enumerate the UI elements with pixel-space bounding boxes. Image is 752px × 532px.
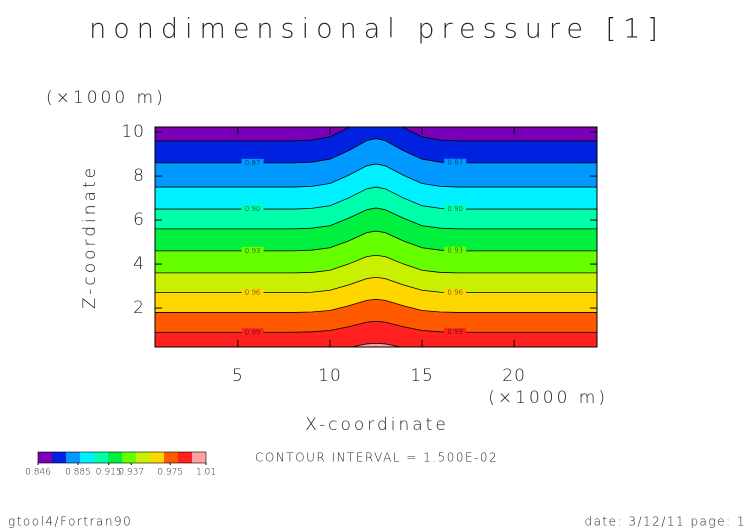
colorbar-tick-label: 0.846: [25, 468, 51, 478]
colorbar-tick-label: 0.915: [96, 468, 122, 478]
contour-label: 0.87: [245, 159, 261, 167]
contour-label-bg: [444, 246, 467, 255]
contour-line: [155, 276, 597, 294]
plot-area: 0.99 0.99 0.96 0.96 0.93 0.93 0.90 0.90 0.87 0.87: [155, 127, 597, 347]
contour-line: [349, 342, 403, 347]
y-tick-label: 2: [133, 298, 145, 318]
colorbar-swatch: [150, 452, 164, 463]
y-tick-label: 6: [133, 210, 145, 230]
contour-label-bg: [241, 328, 264, 337]
x-tick-label: 5: [232, 366, 244, 386]
colorbar-swatch: [94, 452, 108, 463]
contour-label: 0.93: [245, 247, 261, 255]
x-tick-label: 15: [410, 366, 434, 386]
y-tick-label: 10: [121, 122, 145, 142]
contour-label: 0.99: [245, 328, 261, 336]
contour-line: [155, 138, 597, 164]
contour-line: [155, 186, 597, 210]
colorbar-swatch: [122, 452, 136, 463]
y-tick-label: 4: [133, 254, 145, 274]
footer-right: date: 3/12/11 page: 1: [584, 515, 746, 529]
chart-title: nondimensional pressure [1]: [89, 14, 665, 45]
contour-interval-note: CONTOUR INTERVAL = 1.500E-02: [255, 451, 498, 465]
x-axis-label: X-coordinate: [305, 415, 449, 435]
contour-label: 0.96: [245, 289, 261, 297]
contour-line: [155, 298, 597, 313]
contour-label: 0.87: [447, 159, 463, 167]
colorbar-tick-label: 0.975: [157, 468, 183, 478]
colorbar-swatch: [136, 452, 150, 463]
contour-label-bg: [444, 204, 467, 213]
plot-frame: [154, 126, 598, 348]
contour-band: [155, 321, 597, 347]
contour-line: [155, 163, 597, 188]
y-axis-label: Z-coordinate: [80, 165, 100, 309]
contour-label-bg: [241, 205, 264, 214]
colorbar-swatch: [108, 452, 122, 463]
contour-label-bg: [241, 246, 264, 255]
colorbar-swatch: [66, 452, 80, 463]
colorbar-swatch: [178, 452, 192, 463]
y-tick-label: 8: [133, 166, 145, 186]
colorbar-tick-label: 0.937: [118, 468, 144, 478]
contour-label-bg: [241, 158, 264, 167]
contour-label: 0.90: [447, 205, 463, 213]
contour-label-bg: [444, 328, 467, 337]
contour-label: 0.99: [447, 328, 463, 336]
contour-label: 0.96: [447, 289, 463, 297]
contour-label-bg: [444, 288, 467, 297]
contour-label-bg: [241, 288, 264, 297]
colorbar-swatch: [192, 452, 206, 463]
colorbar-swatch: [80, 452, 94, 463]
colorbar-tick-label: 0.885: [65, 468, 91, 478]
colorbar-tick-label: 1.01: [196, 468, 216, 478]
footer-left: gtool4/Fortran90: [8, 515, 132, 529]
colorbar-swatch: [38, 452, 52, 463]
colorbar-swatch: [52, 452, 66, 463]
contour-line: [155, 320, 597, 333]
contour-label: 0.93: [447, 247, 463, 255]
contour-line: [155, 254, 597, 274]
colorbar-frame: [37, 451, 207, 464]
contour-band: [351, 343, 401, 347]
x-unit: (×1000 m): [488, 388, 608, 408]
contour-label: 0.90: [245, 205, 261, 213]
contour-line: [155, 127, 597, 142]
colorbar-swatch: [164, 452, 178, 463]
x-tick-label: 20: [502, 366, 526, 386]
contour-label-bg: [444, 158, 467, 167]
contour-line: [155, 230, 597, 252]
y-unit: (×1000 m): [46, 88, 166, 108]
contour-line: [155, 207, 597, 230]
x-tick-label: 10: [318, 366, 342, 386]
